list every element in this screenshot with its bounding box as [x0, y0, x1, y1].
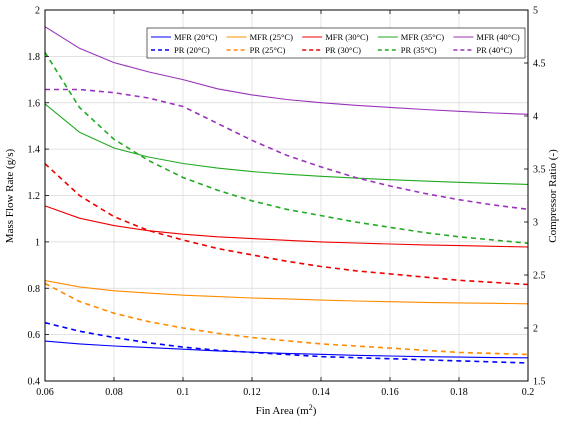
legend-label-2: MFR (30°C): [325, 32, 368, 42]
x-tick-label-3: 0.12: [243, 387, 261, 398]
legend-label-0: MFR (20°C): [174, 32, 217, 42]
x-axis-label: Fin Area (m2): [256, 403, 317, 417]
y2-tick-label-6: 4.5: [533, 59, 546, 70]
y2-tick-label-4: 3.5: [533, 165, 546, 176]
y-tick-label-5: 1.4: [28, 145, 41, 156]
series-line-1: [44, 280, 529, 305]
series-lines: [44, 26, 529, 364]
x-tick-label-4: 0.14: [312, 387, 330, 398]
x-tick-label-0: 0.06: [36, 387, 54, 398]
series-line-3: [44, 103, 529, 185]
x-tick-label-7: 0.2: [522, 387, 535, 398]
y2-tick-label-1: 2: [533, 324, 538, 335]
legend-label-9: PR (40°C): [476, 45, 512, 55]
y-tick-label-4: 1.2: [28, 191, 41, 202]
x-axis-label-superscript: 2: [309, 403, 313, 412]
x-tick-label-5: 0.16: [381, 387, 399, 398]
legend-label-1: MFR (25°C): [250, 32, 293, 42]
series-line-5: [44, 321, 529, 364]
x-tick-label-2: 0.1: [177, 387, 190, 398]
x-axis-label-close: ): [313, 405, 317, 417]
y2-tick-label-3: 3: [533, 218, 538, 229]
y-tick-label-2: 0.8: [28, 284, 41, 295]
series-line-2: [44, 205, 529, 248]
y-tick-label-6: 1.6: [28, 98, 41, 109]
series-line-9: [45, 88, 529, 211]
series-line-7: [44, 163, 529, 286]
x-tick-label-1: 0.08: [105, 387, 123, 398]
y-tick-label-8: 2: [35, 6, 40, 17]
series-line-8: [44, 51, 529, 244]
y2-tick-label-2: 2.5: [533, 271, 546, 282]
series-line-4: [44, 26, 529, 115]
y-tick-label-3: 1: [35, 237, 40, 248]
y2-tick-label-5: 4: [533, 112, 538, 123]
y-tick-label-7: 1.8: [28, 52, 41, 63]
legend-box: [146, 27, 526, 59]
x-axis-label-text: Fin Area (m: [256, 405, 310, 417]
axis-ticks: 0.06 0.08 0.1 0.12 0.14 0.16 0.18 0.2 0.4 0.6 0.8 1…: [28, 6, 546, 399]
y-axis-label: Mass Flow Rate (g/s): [4, 148, 16, 243]
y-tick-label-1: 0.6: [28, 330, 41, 341]
y2-axis-label: Compressor Ratio (-): [547, 149, 559, 243]
x-tick-label-6: 0.18: [450, 387, 468, 398]
legend-label-4: MFR (40°C): [476, 32, 519, 42]
legend-label-6: PR (25°C): [250, 45, 286, 55]
series-line-0: [44, 340, 529, 359]
y2-tick-label-7: 5: [533, 6, 538, 17]
y-tick-label-0: 0.4: [28, 377, 41, 388]
legend-label-8: PR (35°C): [401, 45, 437, 55]
y2-tick-label-0: 1.5: [533, 377, 546, 388]
legend-label-7: PR (30°C): [325, 45, 361, 55]
legend-label-5: PR (20°C): [174, 45, 210, 55]
legend-label-3: MFR (35°C): [401, 32, 444, 42]
legend: MFR (20°C) MFR (25°C) MFR (30°C) MFR (35°C)…: [146, 27, 526, 59]
